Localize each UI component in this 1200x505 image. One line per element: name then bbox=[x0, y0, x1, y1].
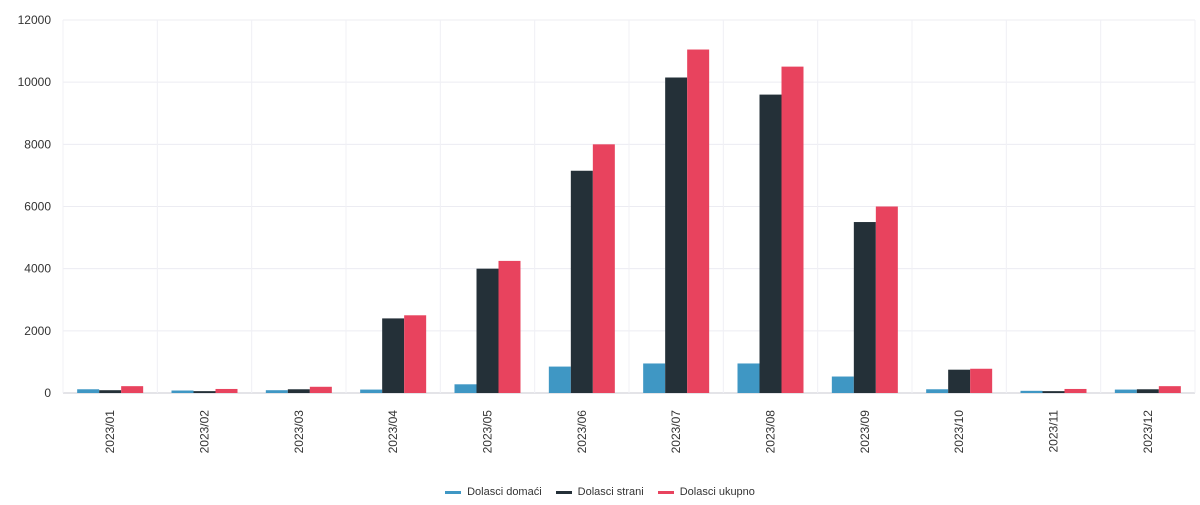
bar-domestic[interactable] bbox=[737, 363, 760, 393]
bar-total[interactable] bbox=[1064, 388, 1087, 393]
y-tick-label: 12000 bbox=[18, 13, 52, 27]
legend: Dolasci domaći Dolasci strani Dolasci uk… bbox=[0, 486, 1200, 498]
bar-foreign[interactable] bbox=[665, 77, 688, 394]
bar-total[interactable] bbox=[592, 144, 615, 393]
x-tick-label: 2023/12 bbox=[1141, 410, 1155, 454]
bar-domestic[interactable] bbox=[926, 389, 949, 393]
x-tick-label: 2023/08 bbox=[764, 410, 778, 454]
bar-total[interactable] bbox=[875, 206, 898, 394]
y-tick-label: 4000 bbox=[24, 262, 51, 276]
bar-foreign[interactable] bbox=[287, 389, 310, 393]
bar-foreign[interactable] bbox=[1136, 389, 1159, 393]
legend-item-domestic[interactable]: Dolasci domaći bbox=[445, 486, 542, 498]
bar-total[interactable] bbox=[970, 368, 993, 393]
bar-foreign[interactable] bbox=[759, 94, 782, 393]
y-tick-label: 6000 bbox=[24, 200, 51, 214]
bar-total[interactable] bbox=[309, 386, 332, 393]
bar-total[interactable] bbox=[404, 315, 427, 393]
legend-label-domestic: Dolasci domaći bbox=[467, 486, 542, 498]
x-tick-label: 2023/07 bbox=[669, 410, 683, 454]
x-tick-label: 2023/03 bbox=[292, 410, 306, 454]
grid-lines bbox=[62, 19, 1196, 394]
bar-foreign[interactable] bbox=[193, 391, 216, 393]
bar-total[interactable] bbox=[1158, 386, 1181, 393]
y-tick-label: 10000 bbox=[18, 75, 52, 89]
x-tick-label: 2023/06 bbox=[575, 410, 589, 454]
bar-foreign[interactable] bbox=[476, 268, 499, 393]
bar-foreign[interactable] bbox=[853, 222, 876, 393]
bar-domestic[interactable] bbox=[643, 363, 666, 393]
bar-domestic[interactable] bbox=[1114, 389, 1137, 393]
bar-domestic[interactable] bbox=[831, 376, 854, 393]
bar-domestic[interactable] bbox=[77, 389, 100, 393]
legend-swatch-domestic bbox=[445, 490, 462, 494]
bar-total[interactable] bbox=[215, 388, 238, 393]
bar-domestic[interactable] bbox=[171, 390, 194, 393]
x-tick-label: 2023/04 bbox=[386, 410, 400, 454]
y-tick-label: 0 bbox=[44, 386, 51, 400]
legend-item-foreign[interactable]: Dolasci strani bbox=[555, 486, 644, 498]
bars bbox=[77, 49, 1181, 394]
legend-label-total: Dolasci ukupno bbox=[679, 486, 755, 498]
x-tick-label: 2023/05 bbox=[481, 410, 495, 454]
bar-foreign[interactable] bbox=[1042, 391, 1065, 393]
legend-swatch-total bbox=[657, 490, 674, 494]
y-tick-label: 2000 bbox=[24, 324, 51, 338]
bar-domestic[interactable] bbox=[265, 390, 288, 393]
bar-foreign[interactable] bbox=[382, 318, 405, 393]
bar-domestic[interactable] bbox=[1020, 390, 1043, 393]
x-tick-label: 2023/01 bbox=[103, 410, 117, 454]
bar-domestic[interactable] bbox=[360, 389, 383, 393]
bar-total[interactable] bbox=[781, 66, 804, 393]
y-axis-tick-labels: 0 2000 4000 6000 8000 10000 12000 bbox=[18, 13, 52, 400]
legend-swatch-foreign bbox=[555, 490, 572, 494]
bar-domestic[interactable] bbox=[548, 366, 571, 393]
x-axis-tick-labels: 2023/01 2023/02 2023/03 2023/04 2023/05 2023/… bbox=[103, 410, 1155, 454]
bar-foreign[interactable] bbox=[99, 390, 122, 393]
legend-item-total[interactable]: Dolasci ukupno bbox=[657, 486, 755, 498]
x-tick-label: 2023/10 bbox=[952, 410, 966, 454]
x-tick-label: 2023/11 bbox=[1047, 410, 1061, 453]
bar-total[interactable] bbox=[687, 49, 710, 393]
x-tick-label: 2023/09 bbox=[858, 410, 872, 454]
y-tick-label: 8000 bbox=[24, 137, 51, 151]
bar-total[interactable] bbox=[498, 260, 521, 393]
bar-domestic[interactable] bbox=[454, 384, 477, 393]
x-tick-label: 2023/02 bbox=[198, 410, 212, 454]
legend-label-foreign: Dolasci strani bbox=[577, 486, 644, 498]
bar-total[interactable] bbox=[121, 386, 144, 393]
bar-foreign[interactable] bbox=[570, 170, 593, 393]
bar-foreign[interactable] bbox=[948, 369, 971, 393]
